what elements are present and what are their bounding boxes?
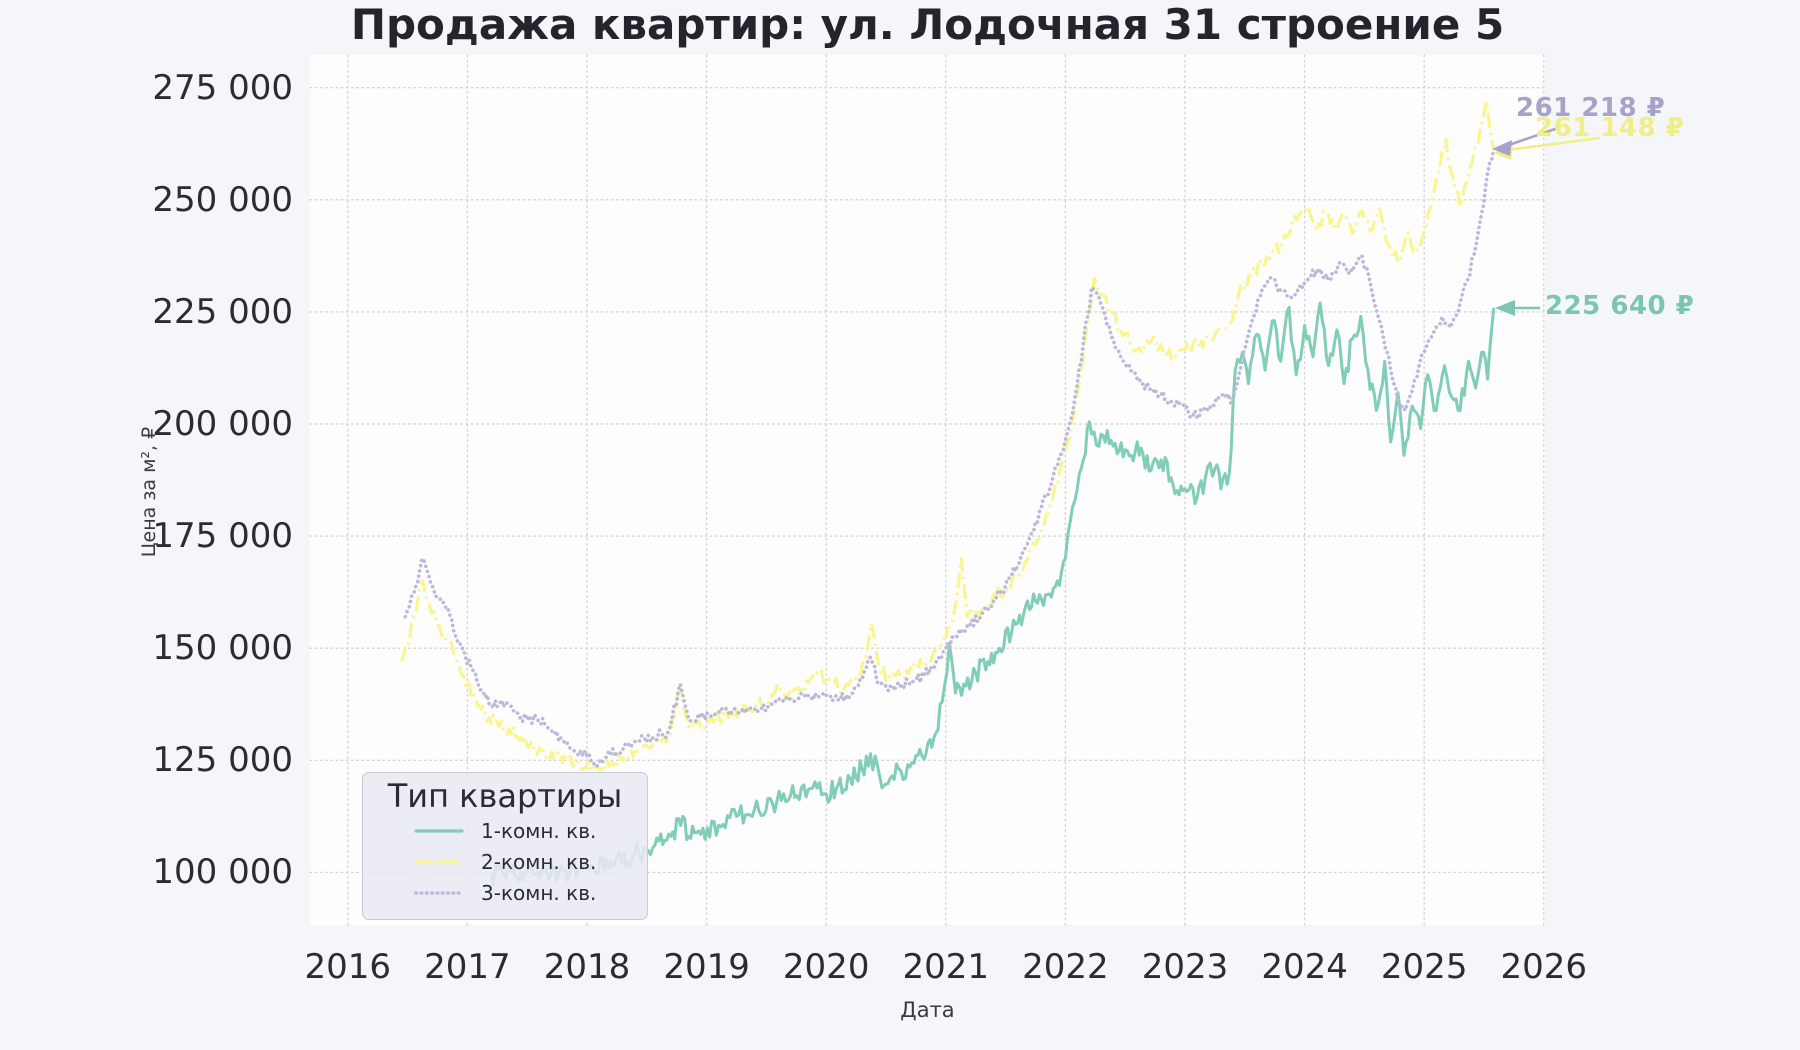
x-tick-label: 2017 (424, 947, 511, 987)
legend: Тип квартиры 1-комн. кв. 2-комн. кв. 3-к… (362, 772, 648, 920)
x-axis-label: Дата (900, 998, 955, 1022)
legend-item-label: 2-комн. кв. (481, 849, 597, 874)
y-tick-label: 175 000 (152, 516, 293, 557)
y-tick-label: 200 000 (152, 404, 293, 444)
line-swatch-2room-icon (414, 859, 464, 864)
line-swatch-1room-icon (414, 828, 464, 833)
x-tick-label: 2024 (1261, 947, 1348, 987)
y-tick-label: 275 000 (152, 67, 293, 108)
annotation-3room-price: 261 218 ₽ (1516, 93, 1666, 123)
y-tick-label: 225 000 (152, 291, 293, 332)
x-tick-label: 2025 (1380, 947, 1468, 987)
legend-item-2room: 2-комн. кв. (363, 846, 647, 877)
legend-item-1room: 1-комн. кв. (363, 815, 647, 846)
x-tick-label: 2019 (663, 947, 750, 987)
legend-item-label: 3-комн. кв. (481, 880, 597, 905)
annotation-2room-price: 261 148 ₽ (1535, 113, 1685, 143)
x-tick-label: 2023 (1141, 947, 1229, 987)
x-tick-label: 2026 (1500, 947, 1588, 987)
line-swatch-3room-icon (414, 890, 464, 895)
x-tick-label: 2018 (543, 947, 631, 987)
x-tick-label: 2016 (304, 947, 392, 987)
legend-item-label: 1-комн. кв. (481, 818, 597, 843)
y-axis-label: Цена за м², ₽ (138, 426, 160, 558)
chart-title: Продажа квартир: ул. Лодочная 31 строени… (350, 0, 1505, 49)
y-tick-label: 150 000 (152, 628, 293, 669)
y-tick-label: 100 000 (152, 852, 293, 893)
x-tick-label: 2021 (902, 947, 990, 987)
legend-title: Тип квартиры (387, 777, 623, 815)
y-tick-label: 250 000 (152, 179, 293, 220)
x-tick-label: 2020 (782, 947, 870, 987)
x-tick-label: 2022 (1022, 947, 1109, 987)
y-tick-label: 125 000 (152, 740, 293, 781)
annotation-1room-price: 225 640 ₽ (1545, 291, 1695, 321)
legend-item-3room: 3-комн. кв. (363, 877, 647, 908)
